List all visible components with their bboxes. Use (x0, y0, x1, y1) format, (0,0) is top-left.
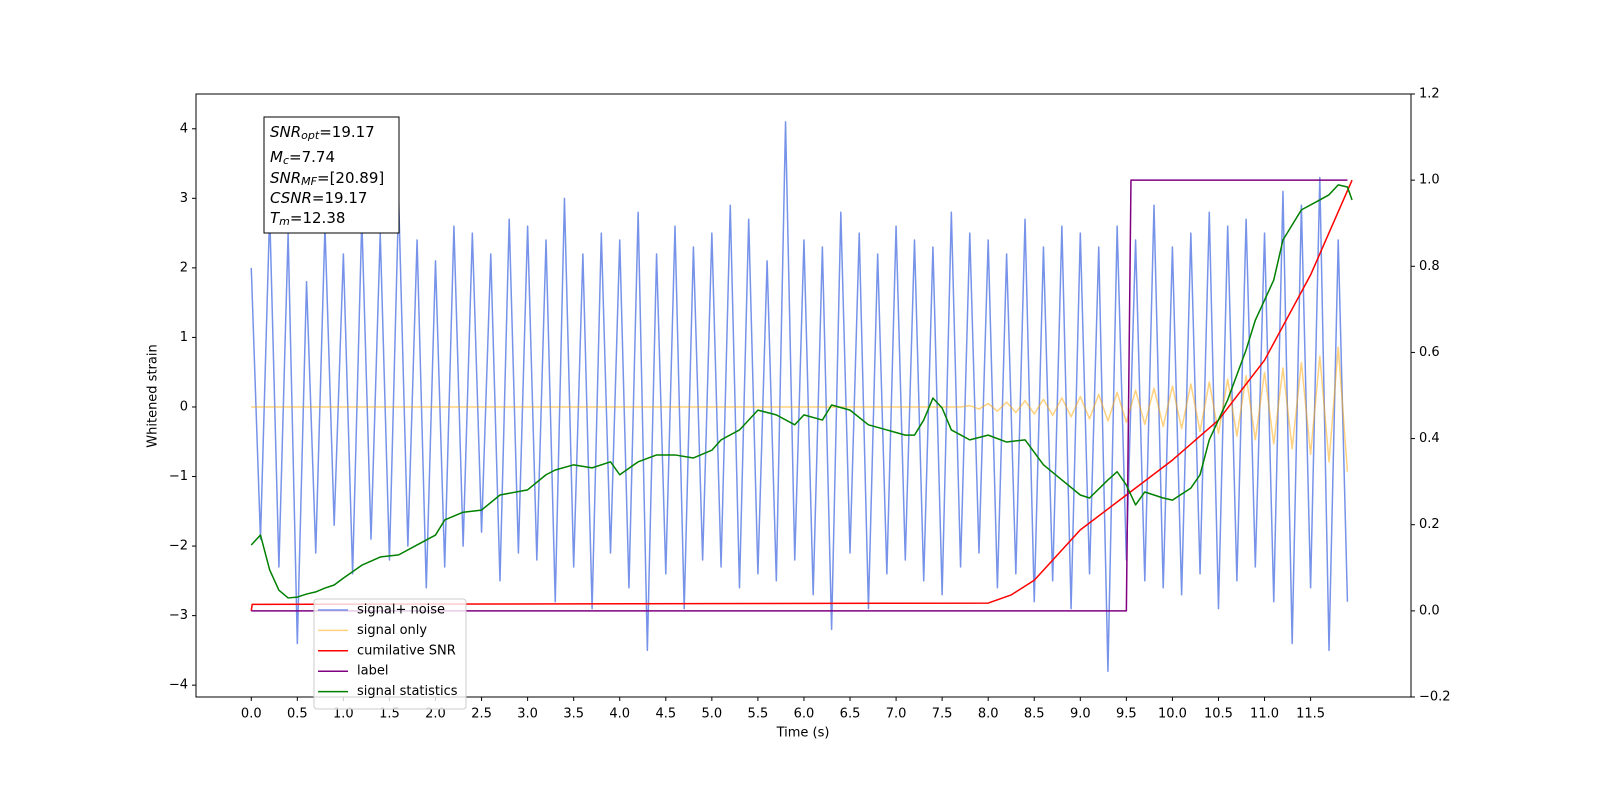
y-axis-label: Whitened strain (146, 344, 161, 447)
x-tick-label: 8.0 (978, 707, 999, 722)
x-tick-label: 7.5 (932, 707, 953, 722)
legend-label: signal+ noise (357, 603, 445, 618)
y-tick-label: 0 (180, 399, 188, 414)
x-tick-label: 7.0 (886, 707, 907, 722)
legend-label: label (357, 664, 388, 679)
x-tick-label: 5.5 (748, 707, 769, 722)
x-tick-label: 3.0 (517, 707, 538, 722)
x-tick-label: 0.5 (287, 707, 308, 722)
series-line (250, 121, 1349, 673)
annotation-subscript: m (279, 215, 290, 228)
annotation-symbol: SNR (270, 169, 301, 187)
annotation: SNRMF=[20.89] (270, 169, 384, 189)
y2-tick-label: 0.0 (1419, 603, 1440, 618)
y-tick-label: −2 (169, 539, 188, 554)
annotation-symbol: M (270, 148, 283, 166)
y2-tick-label: 0.8 (1419, 259, 1440, 274)
y2-tick-label: 1.0 (1419, 173, 1440, 188)
y2-tick-label: 0.6 (1419, 345, 1440, 360)
legend-frame (313, 598, 467, 710)
x-tick-label: 4.0 (609, 707, 630, 722)
x-tick-label: 5.0 (702, 707, 723, 722)
series-line (250, 184, 1353, 599)
x-tick-label: 0.0 (241, 707, 262, 722)
annotation-box: SNRopt=19.17Mc=7.74SNRMF=[20.89]CSNR=19.… (263, 116, 400, 234)
y-tick-label: 4 (180, 121, 188, 136)
y2-tick-label: 0.4 (1419, 431, 1440, 446)
x-tick-label: 8.5 (1024, 707, 1045, 722)
x-tick-label: 10.5 (1204, 707, 1233, 722)
annotation: Mc=7.74 (270, 148, 335, 168)
annotation-subscript: opt (301, 129, 320, 142)
y-tick-label: −4 (169, 678, 188, 693)
annotation-value: =19.17 (312, 189, 368, 207)
x-tick-label: 9.5 (1116, 707, 1137, 722)
x-tick-label: 10.0 (1158, 707, 1187, 722)
annotation-symbol: T (270, 209, 281, 227)
annotation-subscript: c (283, 154, 289, 167)
x-tick-label: 2.0 (425, 707, 446, 722)
x-tick-label: 2.5 (471, 707, 492, 722)
x-tick-label: 11.0 (1250, 707, 1279, 722)
x-axis-label: Time (s) (776, 726, 830, 741)
x-tick-label: 1.0 (333, 707, 354, 722)
y-tick-label: 1 (180, 330, 188, 345)
annotation: CSNR=19.17 (270, 189, 367, 207)
x-tick-label: 3.5 (563, 707, 584, 722)
annotation: SNRopt=19.17 (270, 123, 375, 143)
series-line (251, 179, 1348, 612)
x-tick-label: 11.5 (1296, 707, 1325, 722)
y2-tick-label: 1.2 (1419, 87, 1440, 102)
plot-frame (195, 93, 1412, 698)
series-line (251, 346, 1349, 472)
series-line (250, 179, 1353, 611)
y-tick-label: −3 (169, 608, 188, 623)
annotation: Tm=12.38 (270, 209, 345, 229)
annotation-value: =12.38 (290, 209, 346, 227)
y2-tick-label: −0.2 (1419, 690, 1451, 705)
x-tick-label: 6.5 (840, 707, 861, 722)
annotation-frame (263, 116, 400, 234)
legend-label: signal only (357, 623, 427, 638)
annotation-value: =19.17 (319, 123, 375, 141)
legend-label: cumilative SNR (357, 643, 456, 658)
x-tick-label: 4.5 (655, 707, 676, 722)
annotation-value: =7.74 (289, 148, 335, 166)
x-tick-label: 9.0 (1070, 707, 1091, 722)
legend-label: signal statistics (357, 684, 458, 699)
x-tick-label: 6.0 (794, 707, 815, 722)
annotation-symbol: CSNR (270, 189, 312, 207)
legend: signal+ noise signal only cumilative SNR la… (313, 598, 467, 710)
annotation-value: =[20.89] (317, 169, 384, 187)
y-tick-label: 2 (180, 260, 188, 275)
x-tick-label: 1.5 (379, 707, 400, 722)
y2-tick-label: 0.2 (1419, 517, 1440, 532)
annotation-symbol: SNR (270, 123, 301, 141)
y-tick-label: 3 (180, 191, 188, 206)
annotation-subscript: MF (301, 175, 317, 188)
y-tick-label: −1 (169, 469, 188, 484)
